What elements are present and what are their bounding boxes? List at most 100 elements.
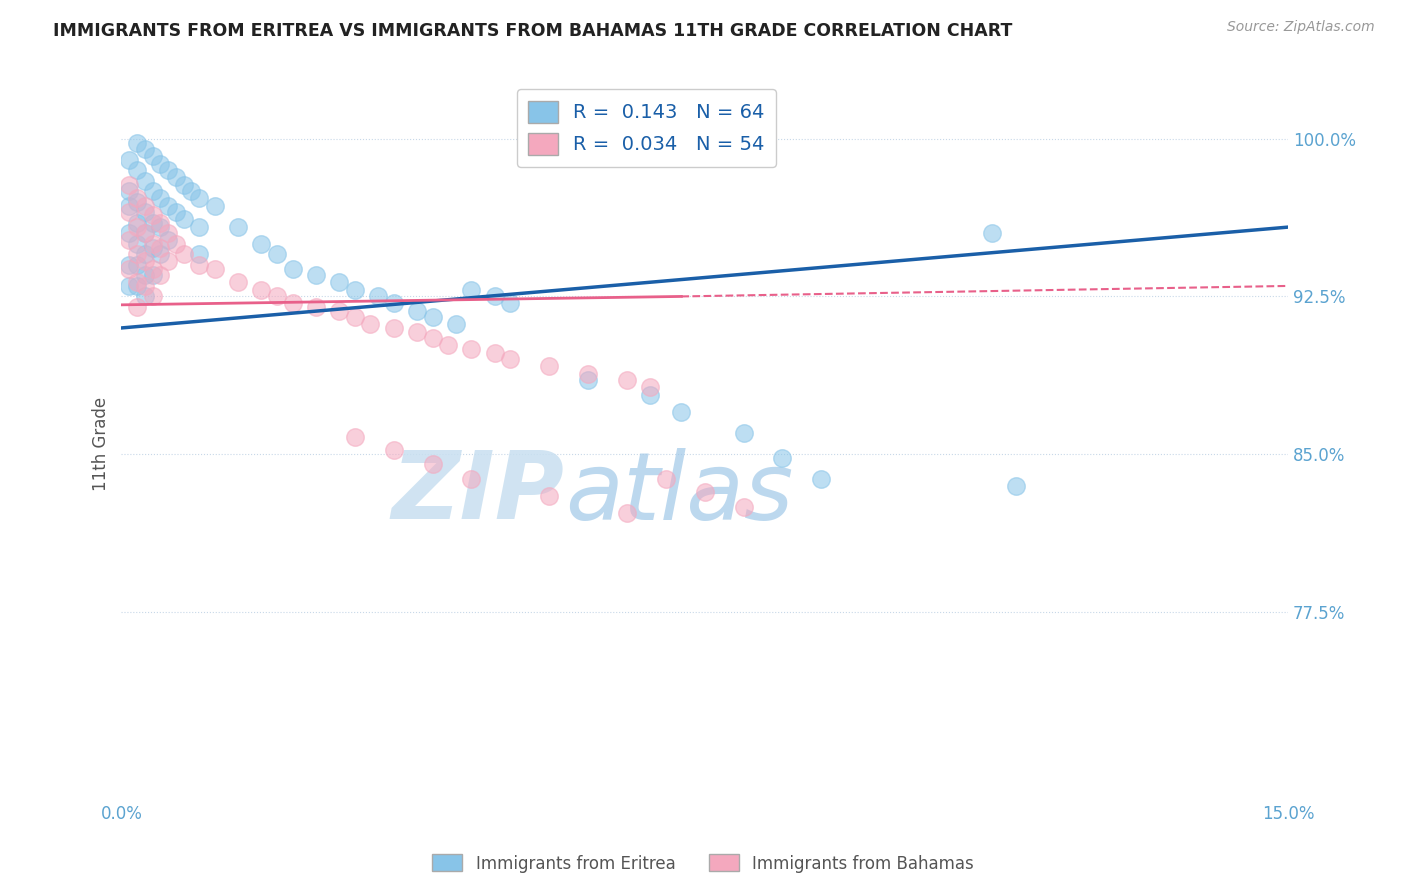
Point <box>157 233 180 247</box>
Text: IMMIGRANTS FROM ERITREA VS IMMIGRANTS FROM BAHAMAS 11TH GRADE CORRELATION CHART: IMMIGRANTS FROM ERITREA VS IMMIGRANTS FR… <box>53 22 1012 40</box>
Point <box>981 227 1004 241</box>
Point <box>118 233 141 247</box>
Point <box>141 216 163 230</box>
Point <box>693 484 716 499</box>
Text: atlas: atlas <box>565 448 793 539</box>
Point <box>134 227 156 241</box>
Point <box>460 472 482 486</box>
Point <box>141 262 163 277</box>
Point <box>484 346 506 360</box>
Point <box>157 253 180 268</box>
Point <box>250 283 273 297</box>
Point <box>343 310 366 325</box>
Text: Source: ZipAtlas.com: Source: ZipAtlas.com <box>1227 20 1375 34</box>
Point <box>149 157 172 171</box>
Point <box>640 380 662 394</box>
Point <box>118 185 141 199</box>
Point <box>281 262 304 277</box>
Point <box>671 405 693 419</box>
Point <box>226 275 249 289</box>
Point <box>134 199 156 213</box>
Point <box>125 191 148 205</box>
Point <box>149 268 172 283</box>
Point <box>1004 478 1026 492</box>
Point <box>538 489 561 503</box>
Point <box>204 199 226 213</box>
Point <box>118 227 141 241</box>
Point <box>149 191 172 205</box>
Point <box>125 258 148 272</box>
Point <box>328 304 350 318</box>
Point <box>499 352 522 367</box>
Point <box>422 458 444 472</box>
Point <box>149 216 172 230</box>
Point <box>173 247 195 261</box>
Point <box>134 174 156 188</box>
Point <box>733 425 755 440</box>
Point <box>343 283 366 297</box>
Point <box>125 194 148 209</box>
Point <box>226 220 249 235</box>
Point <box>125 279 148 293</box>
Point <box>188 258 211 272</box>
Point <box>157 199 180 213</box>
Point <box>134 289 156 303</box>
Point <box>118 178 141 193</box>
Point <box>382 442 405 457</box>
Point <box>772 451 794 466</box>
Point <box>281 295 304 310</box>
Point <box>382 295 405 310</box>
Point <box>141 207 163 221</box>
Point <box>188 247 211 261</box>
Point <box>134 253 156 268</box>
Point <box>382 321 405 335</box>
Point <box>180 185 202 199</box>
Point <box>118 262 141 277</box>
Point <box>188 220 211 235</box>
Point <box>165 205 187 219</box>
Point <box>125 220 148 235</box>
Point <box>118 153 141 167</box>
Point <box>343 430 366 444</box>
Point <box>173 211 195 226</box>
Point <box>165 169 187 184</box>
Point <box>266 247 288 261</box>
Point <box>305 268 328 283</box>
Point <box>134 227 156 241</box>
Point <box>125 275 148 289</box>
Point <box>810 472 832 486</box>
Point <box>250 236 273 251</box>
Point <box>118 205 141 219</box>
Point <box>134 142 156 156</box>
Point <box>733 500 755 514</box>
Y-axis label: 11th Grade: 11th Grade <box>93 396 110 491</box>
Point <box>422 331 444 345</box>
Point <box>444 317 467 331</box>
Point <box>328 275 350 289</box>
Point <box>125 236 148 251</box>
Point <box>406 304 429 318</box>
Text: ZIP: ZIP <box>392 448 565 540</box>
Point <box>616 506 638 520</box>
Point <box>460 342 482 356</box>
Point <box>141 149 163 163</box>
Point <box>188 191 211 205</box>
Point <box>125 247 148 261</box>
Point <box>157 163 180 178</box>
Point <box>141 241 163 255</box>
Point <box>149 220 172 235</box>
Legend: R =  0.143   N = 64, R =  0.034   N = 54: R = 0.143 N = 64, R = 0.034 N = 54 <box>516 89 776 167</box>
Point <box>118 199 141 213</box>
Point <box>134 268 156 283</box>
Point <box>125 300 148 314</box>
Point <box>359 317 381 331</box>
Point <box>422 310 444 325</box>
Point <box>484 289 506 303</box>
Point <box>266 289 288 303</box>
Point <box>616 374 638 388</box>
Point <box>157 227 180 241</box>
Point <box>173 178 195 193</box>
Point <box>141 185 163 199</box>
Point <box>134 279 156 293</box>
Point <box>655 472 678 486</box>
